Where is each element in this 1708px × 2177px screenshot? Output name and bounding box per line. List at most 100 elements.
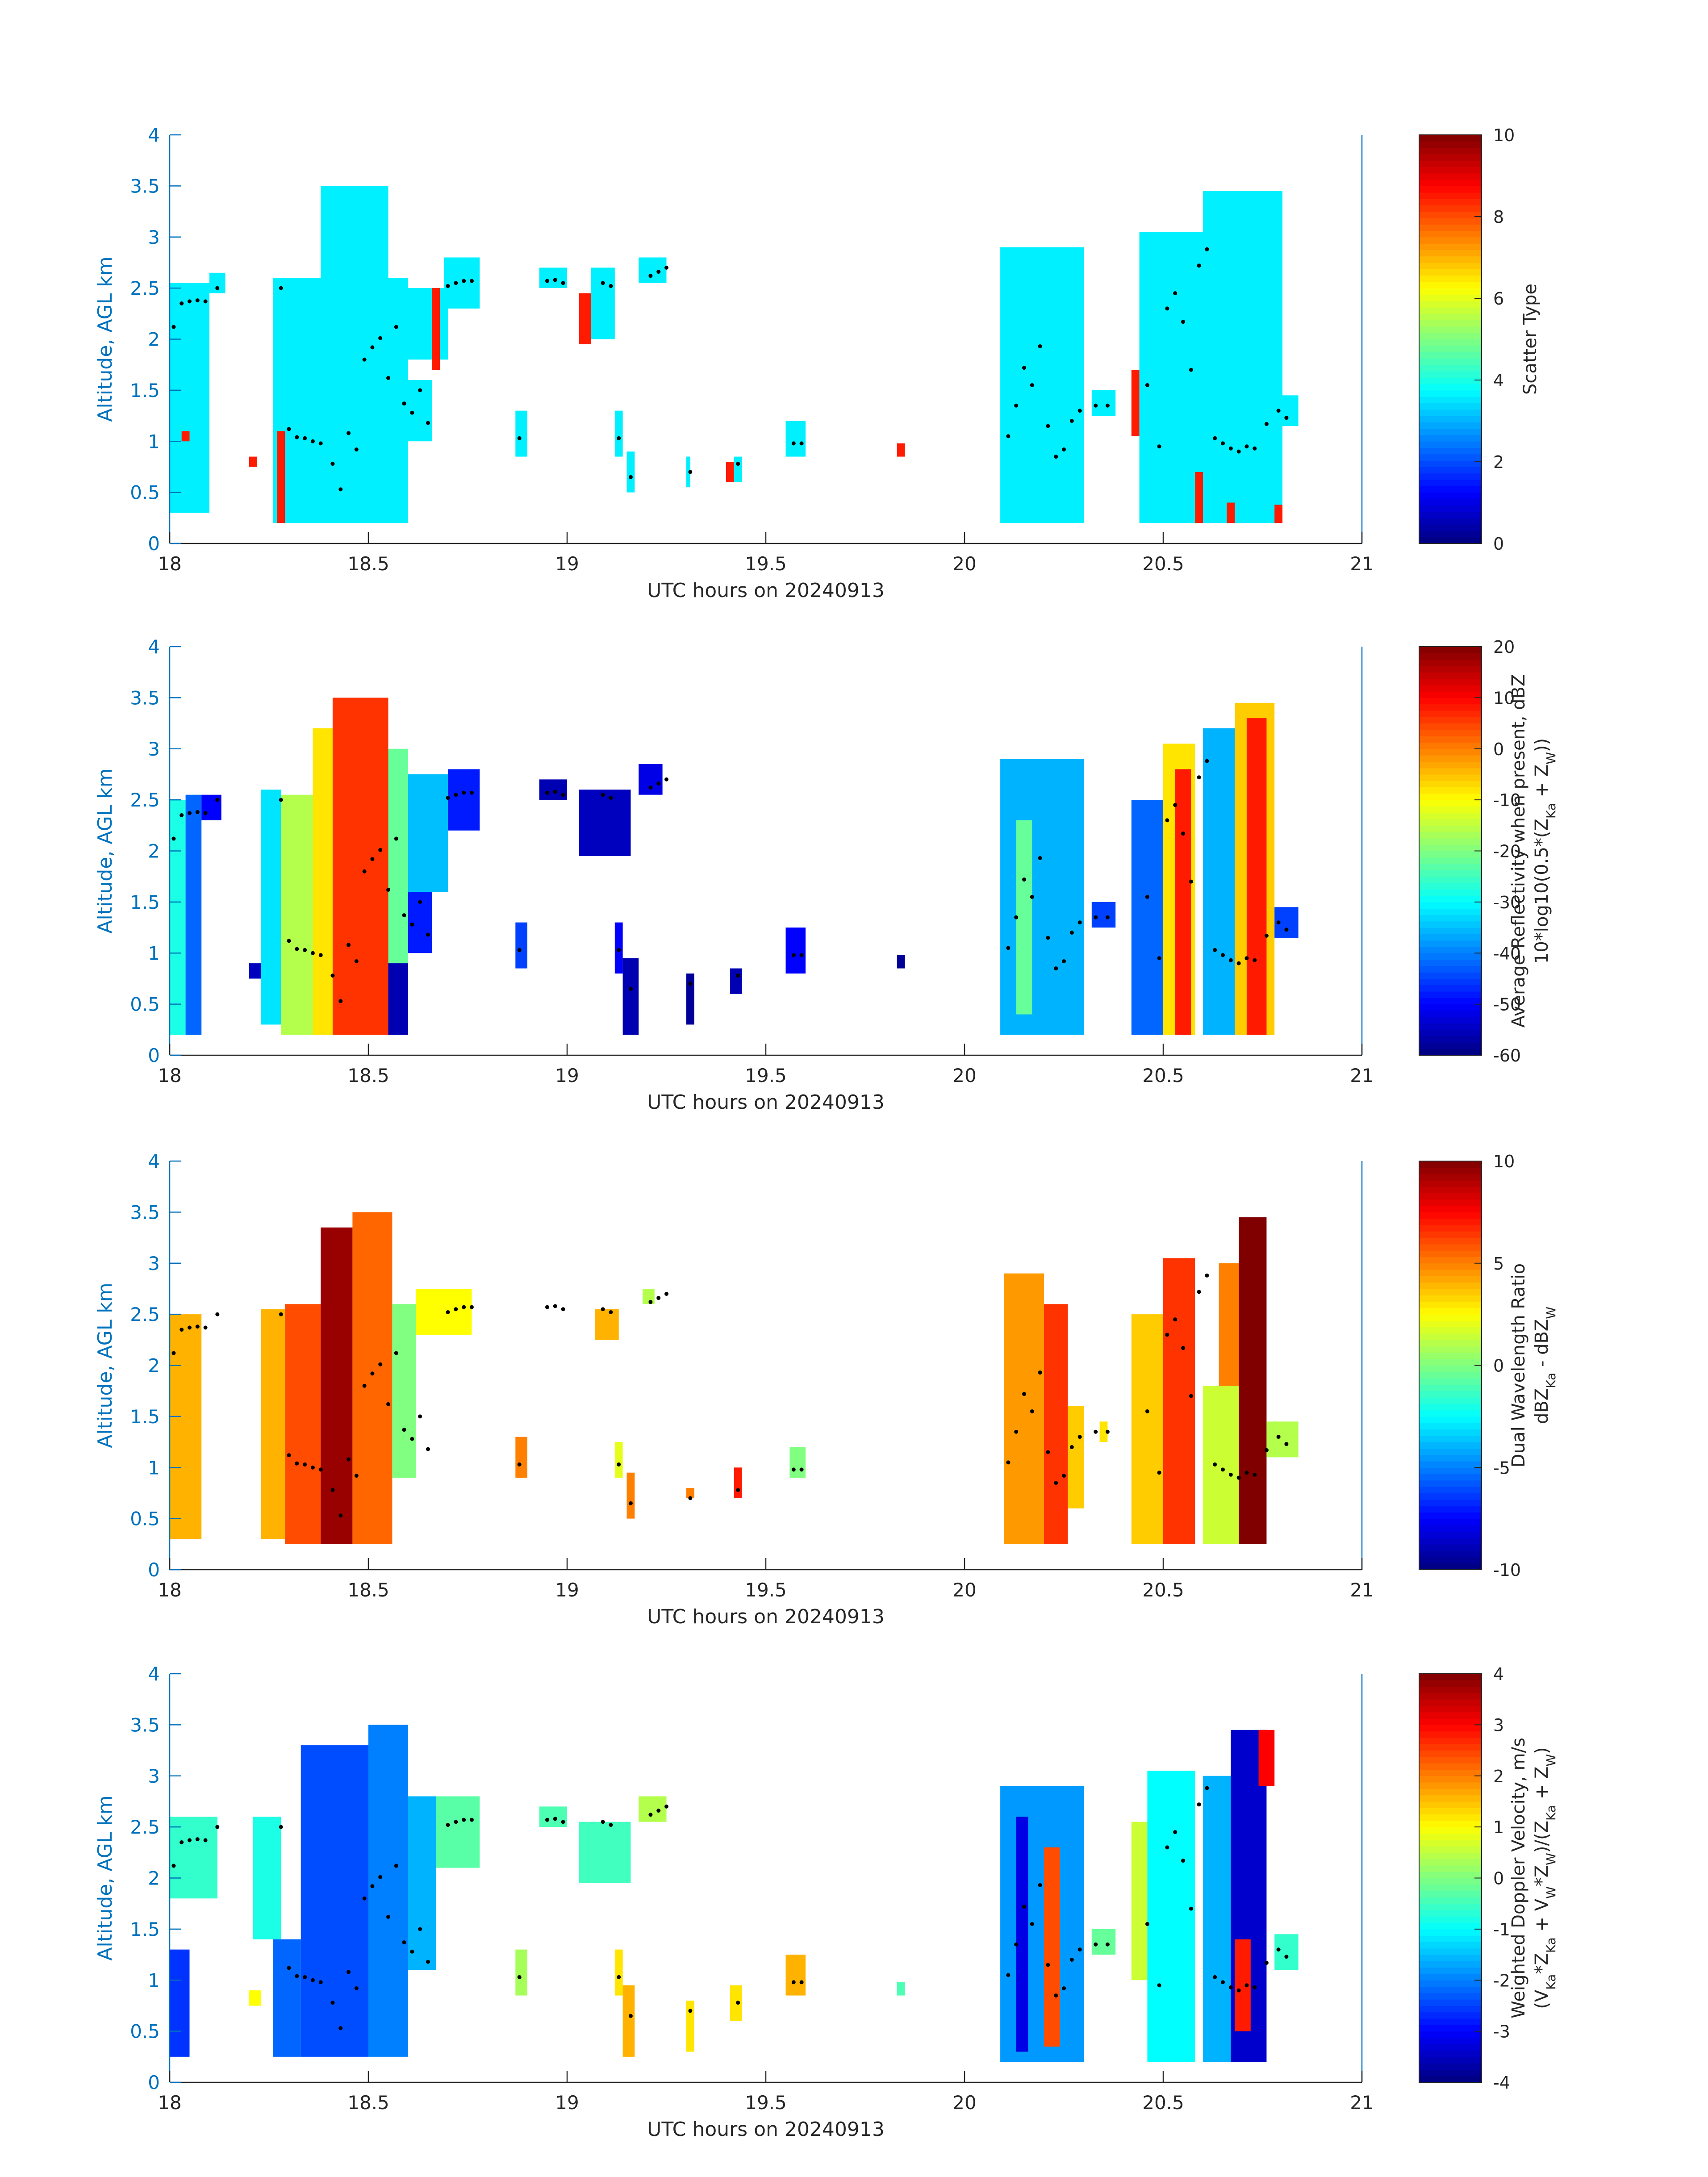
x-tick-label: 18 [158,2092,181,2114]
heatmap-cell [261,1309,285,1539]
heatmap-cell [185,794,202,1035]
colorbar-swatch [1419,1891,1482,1897]
overlay-point [354,1474,359,1478]
overlay-point [1014,403,1019,408]
colorbar-swatch [1419,1416,1482,1423]
overlay-point [1094,1942,1098,1947]
y-tick-label: 4 [148,1663,160,1685]
colorbar-swatch [1419,1512,1482,1519]
colorbar-swatch [1419,198,1482,205]
y-tick-label: 0.5 [130,2021,160,2043]
colorbar-swatch [1419,364,1482,372]
heatmap-cell [1163,1258,1195,1544]
overlay-point [370,857,375,861]
heatmap-cell [1258,1730,1275,1786]
colorbar-swatch [1419,1948,1482,1955]
overlay-point [553,278,557,282]
heatmap-cell [209,272,226,293]
heatmap-cell [1131,1822,1148,1981]
overlay-point [1221,1467,1225,1472]
y-axis-label: Altitude, AGL km [94,1795,117,1960]
colorbar-swatch [1419,1333,1482,1340]
colorbar-swatch [1419,1942,1482,1949]
colorbar-swatch [1419,511,1482,518]
overlay-point [791,441,796,446]
overlay-point [1264,1448,1269,1452]
overlay-point [310,439,315,443]
y-tick-label: 3.5 [130,175,160,197]
overlay-point [1173,803,1178,807]
overlay-point [426,932,430,937]
colorbar-swatch [1419,864,1482,870]
overlay-point [609,1310,613,1315]
overlay-point [1221,953,1225,957]
overlay-point [1145,894,1149,899]
colorbar-swatch [1419,1750,1482,1757]
colorbar-swatch [1419,1922,1482,1930]
colorbar-swatch [1419,851,1482,858]
overlay-point [410,922,414,927]
colorbar-swatch [1419,224,1482,231]
colorbar-swatch [1419,1563,1482,1570]
colorbar-swatch [1419,2050,1482,2057]
overlay-point [215,1312,220,1316]
colorbar-swatch [1419,895,1482,903]
overlay-point [1030,894,1034,899]
overlay-points [171,759,1289,1003]
colorbar-swatch [1419,1352,1482,1359]
overlay-point [338,487,343,492]
colorbar-swatch [1419,1410,1482,1417]
overlay-point [454,793,458,797]
overlay-point [279,798,283,802]
colorbar-swatch [1419,1244,1482,1251]
heatmap-cell [448,769,480,831]
panel-doppler: 18 18.5 19 19.5 20 20.5 2100.511.522.533.54UTC… [94,1663,1558,2141]
colorbar-swatch [1419,377,1482,384]
overlay-point [1094,915,1098,919]
colorbar-swatch [1419,1846,1482,1853]
overlay-point [469,279,474,283]
colorbar-swatch [1419,928,1482,934]
y-tick-label: 3.5 [130,1714,160,1736]
overlay-point [1276,1947,1281,1952]
colorbar-swatch [1419,691,1482,698]
x-axis-label: UTC hours on 20240913 [647,1091,885,1114]
colorbar-swatch [1419,1756,1482,1763]
colorbar-swatch [1419,1827,1482,1834]
overlay-point [386,887,390,892]
colorbar-swatch [1419,889,1482,896]
colorbar-swatch [1419,1531,1482,1538]
colorbar-swatch [1419,1955,1482,1961]
overlay-point [295,947,299,951]
overlay-point [469,1818,474,1822]
colorbar-swatch [1419,1788,1482,1796]
overlay-point [1228,1985,1233,1989]
y-axis-label: Altitude, AGL km [94,768,117,933]
colorbar-swatch [1419,1872,1482,1879]
overlay-point [601,1307,605,1312]
overlay-point [664,1291,668,1296]
overlay-point [799,1467,804,1472]
colorbar-swatch [1419,806,1482,813]
heatmap-cell [1274,1934,1299,1970]
overlay-point [656,270,661,274]
overlay-point [561,1820,565,1824]
heatmap-cell [1091,390,1116,416]
colorbar-tick-label: 10 [1493,125,1515,145]
overlay-point [1244,1983,1249,1988]
overlay-point [1276,920,1281,925]
colorbar-swatch [1419,2018,1482,2025]
overlay-point [318,1467,323,1472]
colorbar-swatch [1419,678,1482,685]
colorbar-swatch [1419,1884,1482,1891]
colorbar-swatch [1419,1288,1482,1295]
overlay-point [1244,444,1249,449]
overlay-point [347,1970,351,1974]
colorbar-tick-label: 20 [1493,637,1515,657]
overlay-point [1094,1429,1098,1434]
colorbar-swatch [1419,1518,1482,1525]
overlay-point [1284,1955,1289,1959]
colorbar-swatch [1419,403,1482,410]
overlay-point [418,388,422,393]
colorbar-swatch [1419,685,1482,692]
